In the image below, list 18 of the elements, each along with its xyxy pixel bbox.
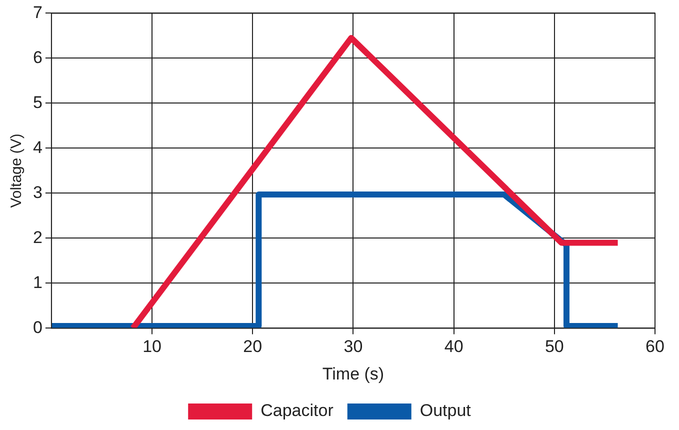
x-tick-label: 40 — [444, 337, 464, 356]
legend-label: Output — [420, 401, 472, 420]
y-tick-label: 1 — [32, 272, 42, 292]
y-tick-label: 3 — [32, 182, 42, 202]
y-tick-label: 4 — [32, 138, 42, 157]
y-tick-label: 6 — [32, 48, 42, 67]
y-tick-label: 7 — [32, 2, 42, 22]
x-tick-label: 30 — [344, 337, 363, 356]
x-tick-label: 60 — [646, 337, 664, 356]
x-tick-label: 20 — [243, 337, 262, 356]
x-tick-label: 50 — [544, 337, 564, 356]
y-tick-label: 0 — [32, 318, 42, 337]
y-tick-label: 5 — [32, 92, 42, 112]
x-axis-title: Time (s) — [322, 364, 384, 384]
y-tick-label: 2 — [32, 228, 42, 247]
x-tick-label: 10 — [142, 337, 162, 356]
legend-label: Capacitor — [260, 401, 334, 420]
y-axis-title: Voltage (V) — [8, 134, 26, 208]
